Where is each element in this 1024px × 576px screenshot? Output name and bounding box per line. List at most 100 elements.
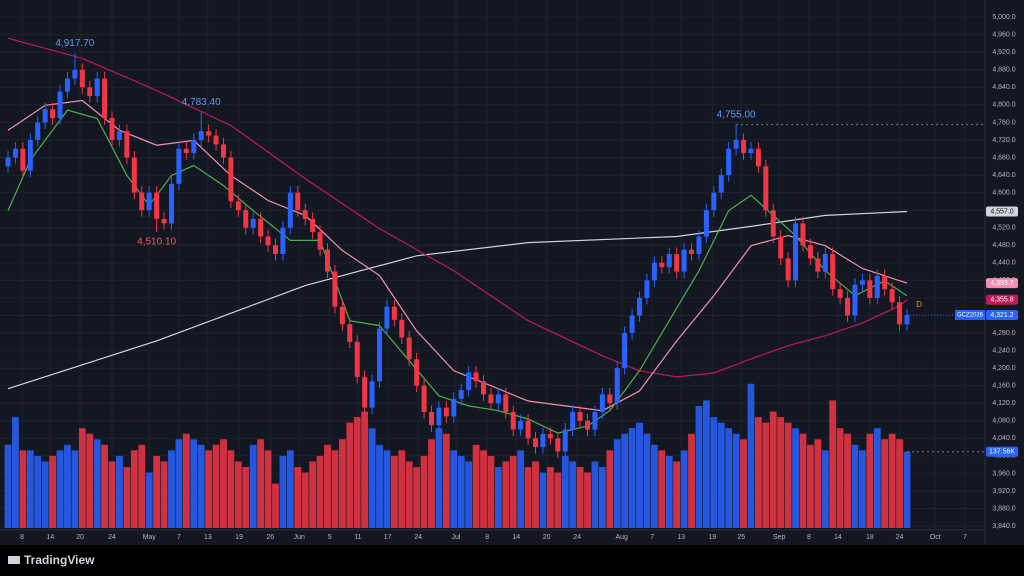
candle-body (421, 385, 427, 413)
x-tick-label: 14 (512, 534, 520, 541)
volume-bar (286, 450, 294, 528)
x-tick-label: 25 (737, 534, 745, 541)
volume-bar (732, 433, 740, 528)
volume-bar (465, 461, 473, 528)
candle-body (837, 289, 843, 298)
candle-body (830, 254, 836, 290)
volume-bar (78, 428, 86, 528)
volume-tag (986, 446, 1018, 457)
volume-bar (554, 472, 562, 528)
candle-body (763, 166, 769, 211)
candle-body (376, 328, 382, 382)
price-tag (986, 278, 1018, 289)
volume-bar (539, 472, 547, 528)
volume-bar (153, 455, 161, 528)
volume-bar (12, 417, 19, 528)
volume-bar (249, 444, 257, 528)
volume-bar (338, 439, 346, 528)
candle-body (592, 412, 598, 430)
x-tick-label: 7 (963, 534, 967, 541)
candle-body (168, 183, 174, 224)
candle-body (681, 249, 687, 272)
candle-body (755, 148, 761, 167)
candle-body (607, 394, 613, 404)
candle-body (629, 315, 635, 334)
candle-body (473, 372, 479, 382)
candle-body (874, 275, 880, 298)
volume-bar (413, 466, 421, 528)
candle-body (466, 372, 472, 391)
y-tick-label: 5,000.0 (992, 14, 1015, 21)
candle-body (458, 390, 464, 399)
candle-body (102, 78, 108, 119)
volume-bar (428, 439, 435, 528)
candle-body (87, 87, 93, 97)
y-tick-label: 4,640.0 (992, 172, 1015, 179)
volume-bar (257, 439, 265, 528)
price-tag-label: 4,355.8 (990, 297, 1013, 304)
candle-body (250, 218, 256, 228)
candle-body (391, 306, 397, 320)
volume-bar (376, 444, 383, 528)
volume-bar (301, 472, 309, 528)
volume-bar (807, 444, 814, 528)
annotation: 4,510.10 (137, 237, 176, 248)
volume-bar (584, 472, 591, 528)
x-tick-label: 7 (177, 534, 181, 541)
volume-bar (888, 433, 896, 528)
volume-bar (881, 439, 889, 528)
volume-bar (494, 466, 502, 528)
symbol-tag (955, 309, 985, 320)
candle-body (577, 412, 583, 421)
candle-body (94, 78, 100, 97)
candle-body (525, 420, 531, 439)
y-tick-label: 4,960.0 (992, 32, 1015, 39)
candle-body (770, 210, 776, 237)
y-tick-label: 4,920.0 (992, 49, 1015, 56)
volume-bar (613, 439, 621, 528)
volume-bar (405, 461, 413, 528)
x-tick-label: 26 (266, 534, 274, 541)
label-layer: 3,840.03,880.03,920.03,960.04,000.04,040… (20, 14, 1018, 541)
volume-bar (650, 444, 658, 528)
volume-bar (532, 461, 539, 528)
y-tick-label: 3,960.0 (992, 470, 1015, 477)
price-tag-label: 4,393.7 (990, 280, 1013, 287)
volume-bar (814, 439, 822, 528)
candle-body (897, 302, 903, 325)
x-tick-label: 24 (573, 534, 581, 541)
y-tick-label: 4,040.0 (992, 435, 1015, 442)
volume-bar (160, 461, 168, 528)
candle-body (785, 258, 791, 281)
candle-body (280, 227, 286, 255)
x-tick-label: 20 (543, 534, 551, 541)
candle-body (488, 394, 494, 404)
y-tick-label: 4,280.0 (992, 330, 1015, 337)
y-tick-label: 3,920.0 (992, 488, 1015, 495)
y-tick-label: 4,600.0 (992, 189, 1015, 196)
candle-body (867, 280, 873, 298)
price-axis (985, 0, 1024, 545)
volume-bar (502, 461, 510, 528)
candle-body (406, 337, 412, 360)
volume-bar (34, 455, 42, 528)
volume-bar (643, 433, 651, 528)
candle-body (213, 135, 219, 145)
volume-bar (673, 461, 681, 528)
volume-bar (145, 472, 153, 528)
candle-body (146, 192, 152, 211)
x-tick-label: May (143, 534, 157, 541)
x-tick-label: 18 (866, 534, 874, 541)
x-tick-label: 11 (354, 534, 361, 541)
candle-body (614, 368, 620, 404)
candle-body (659, 262, 665, 268)
candle-body (852, 284, 858, 316)
candle-body (651, 262, 657, 281)
volume-bar (353, 417, 361, 528)
candle-body (859, 280, 865, 285)
candle-body (414, 359, 420, 386)
candle-body (154, 192, 160, 219)
candle-body (131, 157, 137, 193)
volume-bar (873, 428, 881, 528)
candle-body (733, 139, 739, 149)
